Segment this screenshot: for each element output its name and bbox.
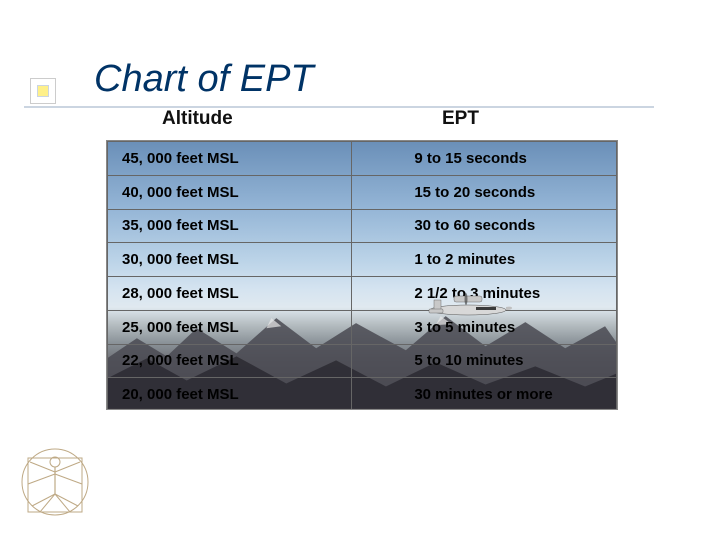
title-underline <box>24 106 654 108</box>
ept-table-container: 45, 000 feet MSL9 to 15 seconds40, 000 f… <box>106 140 618 410</box>
table-row: 45, 000 feet MSL9 to 15 seconds <box>108 142 617 176</box>
ept-cell: 5 to 10 minutes <box>352 344 617 378</box>
table-row: 40, 000 feet MSL15 to 20 seconds <box>108 175 617 209</box>
airplane-icon <box>420 290 520 326</box>
altitude-cell: 40, 000 feet MSL <box>108 175 352 209</box>
ept-cell: 1 to 2 minutes <box>352 243 617 277</box>
table-row: 35, 000 feet MSL30 to 60 seconds <box>108 209 617 243</box>
slide-title: Chart of EPT <box>94 58 314 101</box>
altitude-cell: 45, 000 feet MSL <box>108 142 352 176</box>
column-header-ept: EPT <box>442 108 479 130</box>
altitude-cell: 30, 000 feet MSL <box>108 243 352 277</box>
table-row: 20, 000 feet MSL30 minutes or more <box>108 378 617 410</box>
altitude-cell: 22, 000 feet MSL <box>108 344 352 378</box>
ept-cell: 30 minutes or more <box>352 378 617 410</box>
ept-cell: 9 to 15 seconds <box>352 142 617 176</box>
title-bullet-icon <box>30 78 56 104</box>
table-row: 25, 000 feet MSL3 to 5 minutes <box>108 310 617 344</box>
column-header-altitude: Altitude <box>162 108 233 130</box>
ept-cell: 15 to 20 seconds <box>352 175 617 209</box>
table-row: 28, 000 feet MSL2 1/2 to 3 minutes <box>108 277 617 311</box>
altitude-cell: 35, 000 feet MSL <box>108 209 352 243</box>
altitude-cell: 25, 000 feet MSL <box>108 310 352 344</box>
ept-table: 45, 000 feet MSL9 to 15 seconds40, 000 f… <box>107 141 617 410</box>
altitude-cell: 28, 000 feet MSL <box>108 277 352 311</box>
table-row: 30, 000 feet MSL1 to 2 minutes <box>108 243 617 277</box>
altitude-cell: 20, 000 feet MSL <box>108 378 352 410</box>
table-row: 22, 000 feet MSL5 to 10 minutes <box>108 344 617 378</box>
ept-cell: 30 to 60 seconds <box>352 209 617 243</box>
vitruvian-icon <box>18 442 92 522</box>
